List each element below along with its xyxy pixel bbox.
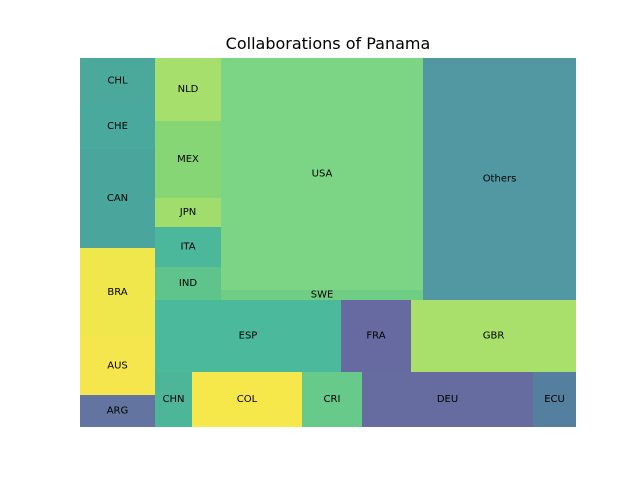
tile-label-jpn: JPN (179, 207, 196, 218)
tile-label-deu: DEU (437, 394, 458, 405)
tile-label-usa: USA (312, 169, 333, 180)
tile-cri (302, 372, 362, 427)
tile-label-ind: IND (179, 278, 197, 289)
treemap-tiles: CHL CHE CAN BRA AUS ARG NLD MEX JPN ITA IND USA SWE O… (80, 58, 576, 427)
tile-label-esp: ESP (239, 331, 258, 342)
tile-label-chn: CHN (163, 394, 185, 405)
tile-bra (80, 248, 155, 337)
tile-swe (221, 290, 423, 300)
tile-label-col: COL (237, 394, 258, 405)
tile-nld (155, 58, 221, 121)
tile-label-aus: AUS (107, 361, 128, 372)
tile-others (423, 58, 576, 300)
tile-che (80, 104, 155, 149)
tile-ita (155, 227, 221, 267)
tile-chl (80, 58, 155, 104)
tile-label-bra: BRA (107, 287, 127, 298)
chart-title: Collaborations of Panama (226, 34, 431, 53)
tile-col (192, 372, 302, 427)
tile-label-can: CAN (107, 193, 128, 204)
tile-can (80, 149, 155, 248)
tile-gbr (411, 300, 576, 372)
tile-label-cri: CRI (324, 394, 341, 405)
tile-aus (80, 337, 155, 395)
tile-label-swe: SWE (311, 290, 334, 301)
tile-label-che: CHE (107, 121, 128, 132)
tile-usa (221, 58, 423, 290)
tile-ind (155, 267, 221, 300)
tile-label-ita: ITA (180, 242, 195, 253)
tile-label-chl: CHL (107, 76, 128, 87)
tile-jpn (155, 198, 221, 227)
tile-label-arg: ARG (107, 406, 129, 417)
tile-label-nld: NLD (178, 84, 199, 95)
tile-chn (155, 372, 192, 427)
tile-fra (341, 300, 411, 372)
tile-label-gbr: GBR (483, 331, 505, 342)
tile-mex (155, 121, 221, 198)
tile-label-fra: FRA (366, 331, 385, 342)
tile-esp (155, 300, 341, 372)
tile-label-ecu: ECU (544, 394, 565, 405)
tile-arg (80, 395, 155, 427)
tile-deu (362, 372, 533, 427)
tile-label-others: Others (483, 174, 517, 185)
tile-label-mex: MEX (177, 154, 199, 165)
tile-ecu (533, 372, 576, 427)
